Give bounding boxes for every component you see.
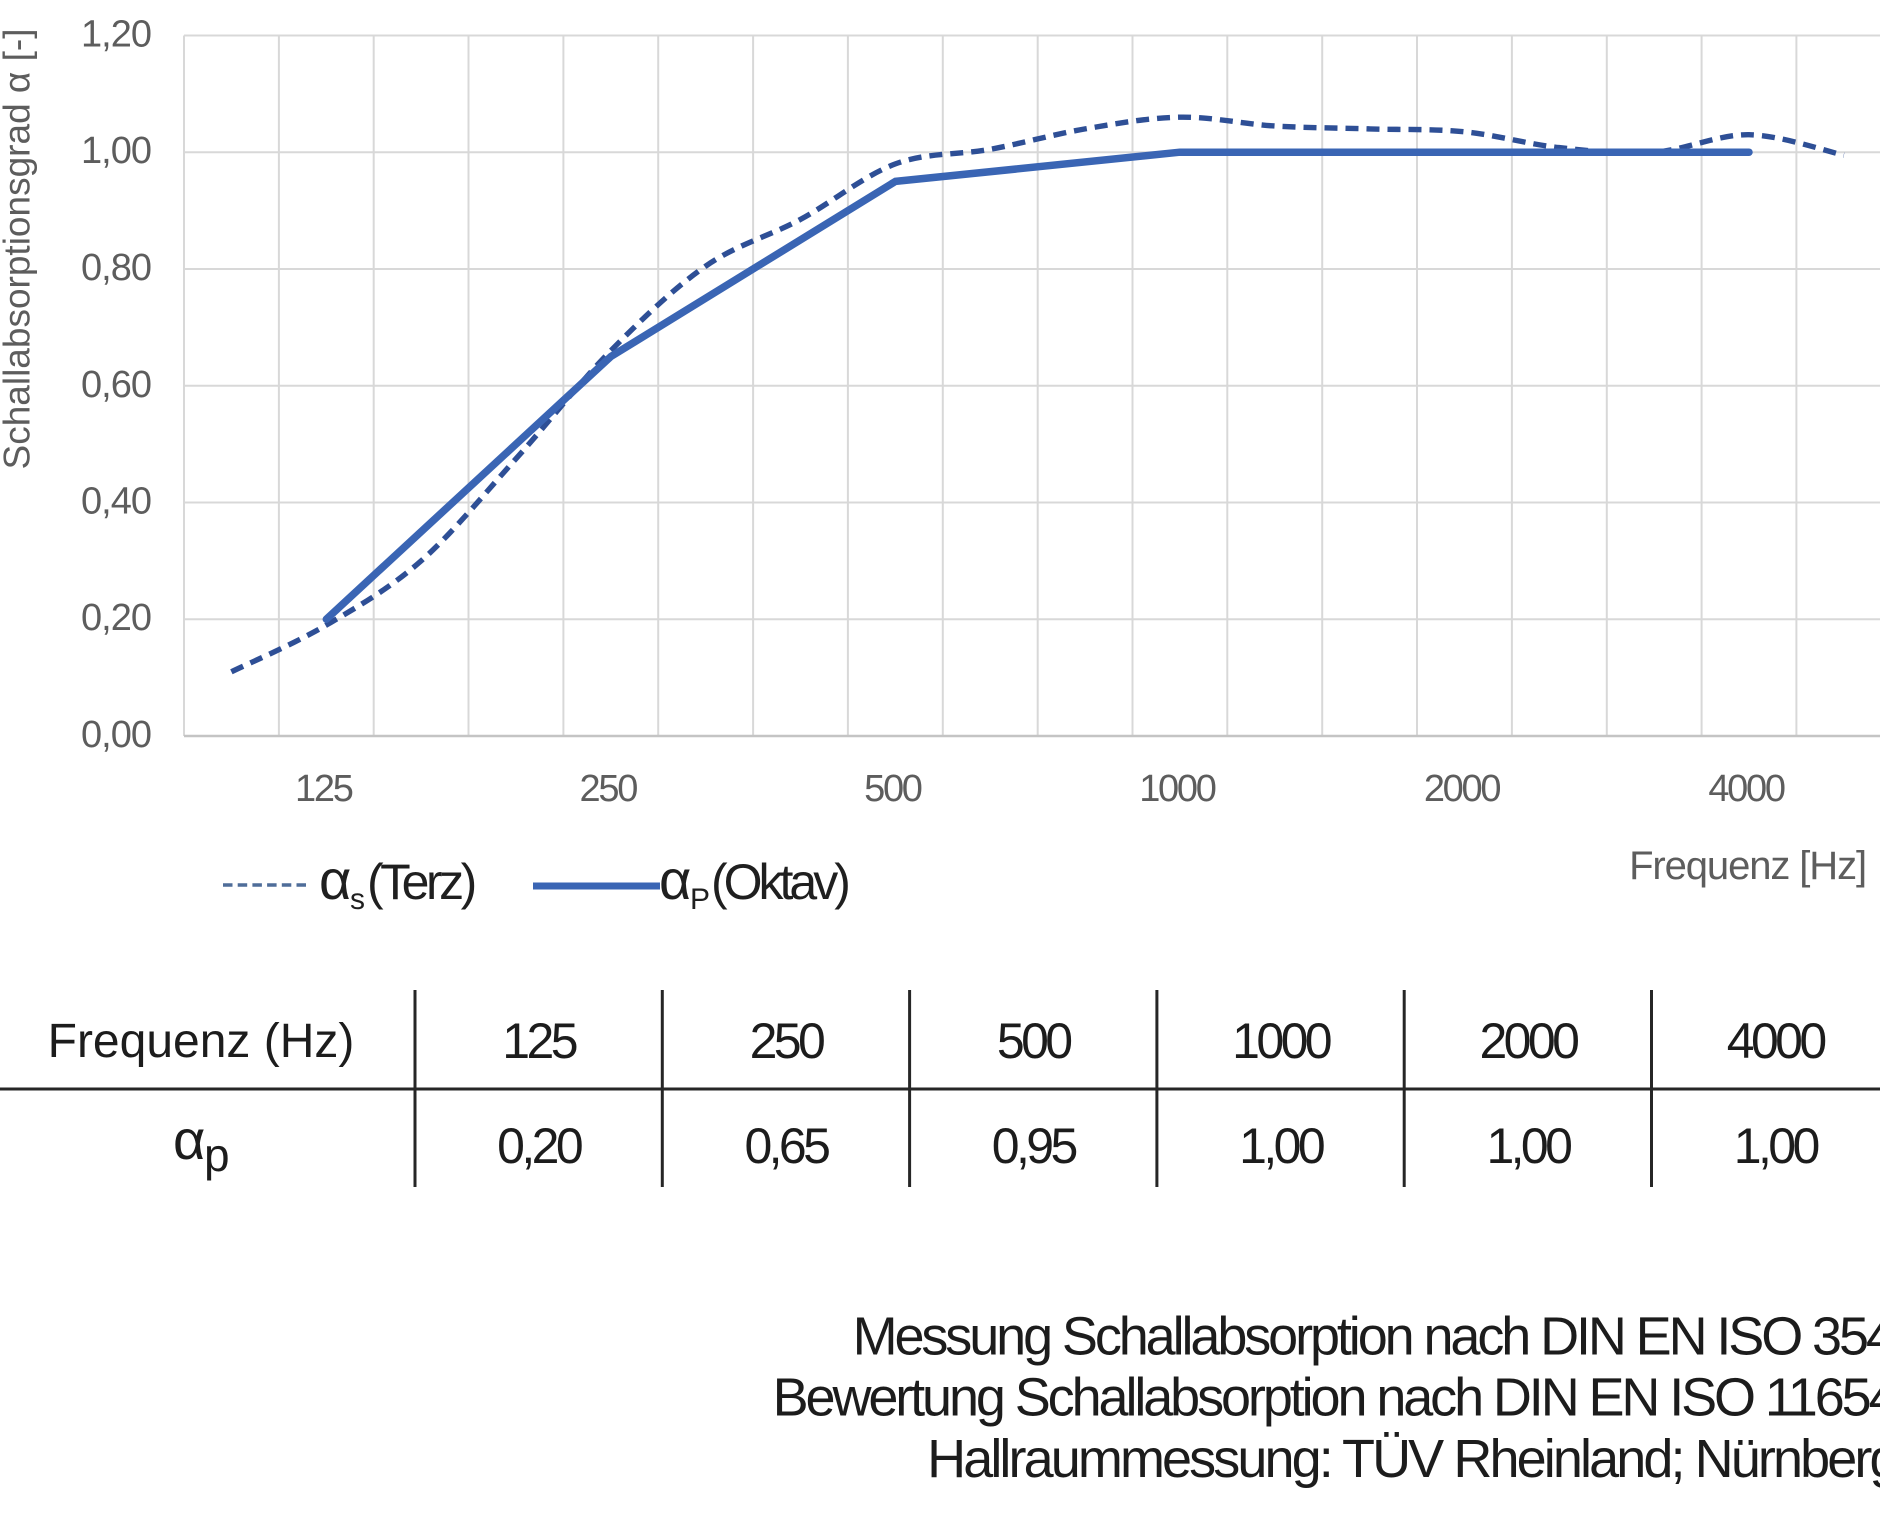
svg-text:Frequenz (Hz): Frequenz (Hz) <box>48 1015 355 1068</box>
svg-text:0,20: 0,20 <box>81 597 151 639</box>
svg-text:0,95: 0,95 <box>992 1118 1077 1174</box>
svg-text:Hallraummessung: TÜV Rheinland: Hallraummessung: TÜV Rheinland; Nürnberg <box>927 1429 1880 1489</box>
svg-text:1000: 1000 <box>1232 1013 1331 1069</box>
svg-text:Frequenz [Hz]: Frequenz [Hz] <box>1629 844 1866 888</box>
svg-text:500: 500 <box>864 768 922 810</box>
svg-text:1000: 1000 <box>1139 768 1216 810</box>
svg-text:Messung Schallabsorption nach: Messung Schallabsorption nach DIN EN ISO… <box>853 1307 1880 1367</box>
svg-text:4000: 4000 <box>1708 768 1785 810</box>
svg-text:0,65: 0,65 <box>744 1118 829 1174</box>
svg-text:500: 500 <box>997 1013 1071 1069</box>
svg-text:p: p <box>204 1129 230 1181</box>
svg-text:(Oktav): (Oktav) <box>711 854 848 910</box>
svg-text:250: 250 <box>750 1013 824 1069</box>
svg-text:1,00: 1,00 <box>1734 1118 1819 1174</box>
svg-text:125: 125 <box>295 768 353 810</box>
svg-text:s: s <box>350 883 365 916</box>
svg-text:α: α <box>319 848 351 911</box>
svg-text:α: α <box>659 848 691 911</box>
svg-text:2000: 2000 <box>1479 1013 1578 1069</box>
svg-text:0,20: 0,20 <box>497 1118 582 1174</box>
svg-text:250: 250 <box>580 768 638 810</box>
svg-text:0,60: 0,60 <box>81 364 151 406</box>
svg-text:P: P <box>690 883 710 916</box>
svg-text:1,00: 1,00 <box>81 130 151 172</box>
svg-text:2000: 2000 <box>1424 768 1501 810</box>
svg-text:1,00: 1,00 <box>1486 1118 1571 1174</box>
svg-text:0,80: 0,80 <box>81 247 151 289</box>
svg-text:α: α <box>173 1108 205 1171</box>
svg-text:125: 125 <box>502 1013 576 1069</box>
svg-text:Schallabsorptionsgrad α [-]: Schallabsorptionsgrad α [-] <box>0 29 38 470</box>
svg-text:0,40: 0,40 <box>81 481 151 523</box>
svg-text:Bewertung Schallabsorption nac: Bewertung Schallabsorption nach DIN EN I… <box>773 1368 1880 1428</box>
svg-text:0,00: 0,00 <box>81 714 151 756</box>
svg-text:1,00: 1,00 <box>1239 1118 1324 1174</box>
svg-text:4000: 4000 <box>1727 1013 1826 1069</box>
svg-text:1,20: 1,20 <box>81 14 151 56</box>
svg-text:(Terz): (Terz) <box>367 854 475 910</box>
